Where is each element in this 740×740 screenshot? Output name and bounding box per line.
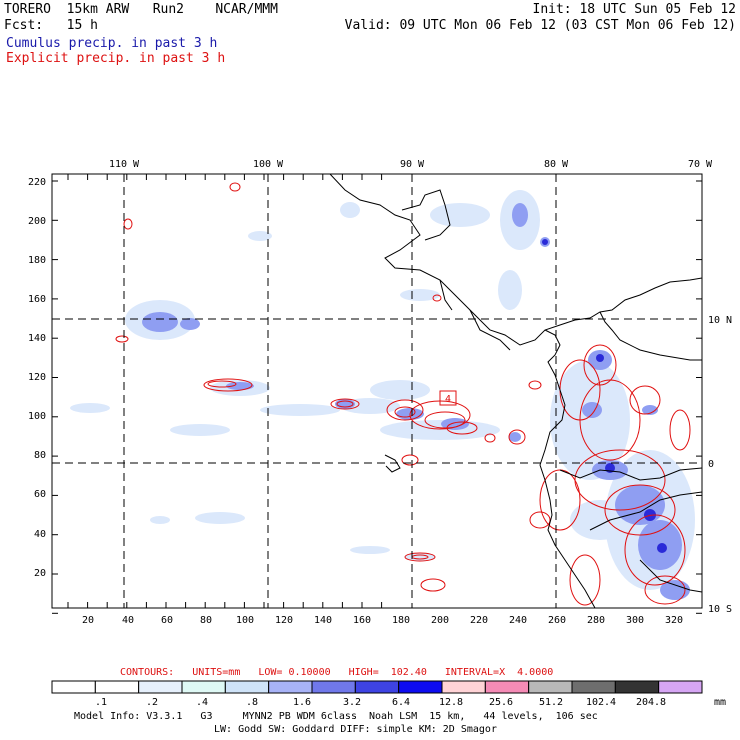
y-label: 80 bbox=[34, 450, 46, 461]
lon-label-80w: 80 W bbox=[544, 159, 569, 170]
x-label: 200 bbox=[431, 615, 449, 626]
colorbar-label: .1 bbox=[95, 697, 107, 708]
x-label: 60 bbox=[161, 615, 173, 626]
valid-time: Valid: 09 UTC Mon 06 Feb 12 (03 CST Mon … bbox=[344, 18, 736, 33]
lat-lon-grid bbox=[52, 174, 702, 608]
model-info-line2: LW: Godd SW: Goddard DIFF: simple KM: 2D… bbox=[214, 724, 497, 735]
y-label: 100 bbox=[28, 411, 46, 422]
contour-low: LOW= 0.10000 bbox=[258, 667, 331, 678]
x-label: 100 bbox=[236, 615, 254, 626]
x-label: 260 bbox=[548, 615, 566, 626]
precip-fields: 4 bbox=[70, 174, 702, 608]
colorbar-label: 204.8 bbox=[636, 697, 666, 708]
contour-label-box bbox=[439, 390, 457, 406]
colorbar-label: 25.6 bbox=[489, 697, 513, 708]
model-title: TORERO 15km ARW Run2 NCAR/MMM bbox=[4, 2, 278, 17]
legend-cumulus-precip: Cumulus precip. in past 3 h bbox=[6, 36, 218, 51]
colorbar-unit: mm bbox=[714, 697, 726, 708]
colorbar-swatch bbox=[484, 680, 530, 694]
y-label: 20 bbox=[34, 568, 46, 579]
x-label: 120 bbox=[275, 615, 293, 626]
x-label: 320 bbox=[665, 615, 683, 626]
x-label: 40 bbox=[122, 615, 134, 626]
colorbar-label: 3.2 bbox=[343, 697, 361, 708]
forecast-hour: Fcst: 15 h bbox=[4, 18, 98, 33]
y-label: 180 bbox=[28, 255, 46, 266]
coastlines bbox=[329, 174, 702, 608]
colorbar-swatch bbox=[658, 680, 703, 694]
model-info-line1: Model Info: V3.3.1 G3 MYNN2 PB WDM 6clas… bbox=[74, 711, 598, 722]
y-label: 60 bbox=[34, 489, 46, 500]
colorbar-label: 1.6 bbox=[293, 697, 311, 708]
x-label: 180 bbox=[392, 615, 410, 626]
lon-label-110w: 110 W bbox=[109, 159, 140, 170]
colorbar bbox=[51, 680, 703, 694]
x-label: 20 bbox=[82, 615, 94, 626]
colorbar-swatch bbox=[94, 680, 140, 694]
lon-label-90w: 90 W bbox=[400, 159, 425, 170]
contour-units: UNITS=mm bbox=[192, 667, 241, 678]
lon-label-100w: 100 W bbox=[253, 159, 284, 170]
axis-labels: 110 W 100 W 90 W 80 W 70 W 10 N 0 10 S 2… bbox=[28, 159, 732, 626]
colorbar-label: .2 bbox=[146, 697, 158, 708]
x-label: 160 bbox=[353, 615, 371, 626]
colorbar-swatch bbox=[224, 680, 270, 694]
x-label: 220 bbox=[470, 615, 488, 626]
contour-interval: INTERVAL=X 4.0000 bbox=[444, 667, 554, 678]
colorbar-swatch bbox=[311, 680, 356, 694]
y-label: 220 bbox=[28, 177, 46, 188]
x-label: 140 bbox=[314, 615, 332, 626]
colorbar-label: 102.4 bbox=[586, 697, 616, 708]
x-label: 80 bbox=[200, 615, 212, 626]
y-label: 120 bbox=[28, 372, 46, 383]
colorbar-label: 6.4 bbox=[392, 697, 410, 708]
lon-label-70w: 70 W bbox=[688, 159, 713, 170]
y-label: 40 bbox=[34, 529, 46, 540]
colorbar-swatch bbox=[398, 680, 443, 694]
plot-frame bbox=[51, 173, 703, 609]
colorbar-swatch bbox=[571, 680, 616, 694]
y-label: 140 bbox=[28, 333, 46, 344]
contour-label: CONTOURS: bbox=[120, 667, 175, 678]
colorbar-label: 51.2 bbox=[539, 697, 563, 708]
x-label: 280 bbox=[587, 615, 605, 626]
colorbar-swatch bbox=[181, 680, 226, 694]
y-label: 200 bbox=[28, 216, 46, 227]
cumulus-light-areas bbox=[70, 190, 695, 590]
contour-label: 4 bbox=[445, 394, 451, 405]
y-label: 160 bbox=[28, 294, 46, 305]
contour-info: CONTOURS: UNITS=mm LOW= 0.10000 HIGH= 102.4… bbox=[120, 667, 571, 678]
x-label: 300 bbox=[626, 615, 644, 626]
explicit-precip-contours bbox=[115, 182, 691, 606]
legend-explicit-precip: Explicit precip. in past 3 h bbox=[6, 51, 226, 66]
contour-high: HIGH= 102.40 bbox=[348, 667, 427, 678]
colorbar-swatch bbox=[354, 680, 400, 694]
colorbar-labels: .1 .2 .4 .8 1.6 3.2 6.4 12.8 25.6 51.2 1… bbox=[95, 697, 726, 708]
colorbar-swatch bbox=[51, 680, 96, 694]
colorbar-swatch bbox=[614, 680, 660, 694]
lat-label-10s: 10 S bbox=[708, 604, 732, 615]
colorbar-swatch bbox=[268, 680, 313, 694]
colorbar-swatch bbox=[528, 680, 573, 694]
colorbar-label: .8 bbox=[246, 697, 258, 708]
colorbar-label: .4 bbox=[196, 697, 208, 708]
colorbar-label: 12.8 bbox=[439, 697, 463, 708]
lat-label-0: 0 bbox=[708, 459, 714, 470]
init-time: Init: 18 UTC Sun 05 Feb 12 bbox=[532, 2, 737, 17]
x-label: 240 bbox=[509, 615, 527, 626]
lat-label-10n: 10 N bbox=[708, 315, 732, 326]
axis-ticks bbox=[52, 174, 702, 614]
colorbar-swatch bbox=[441, 680, 486, 694]
colorbar-swatch bbox=[138, 680, 183, 694]
